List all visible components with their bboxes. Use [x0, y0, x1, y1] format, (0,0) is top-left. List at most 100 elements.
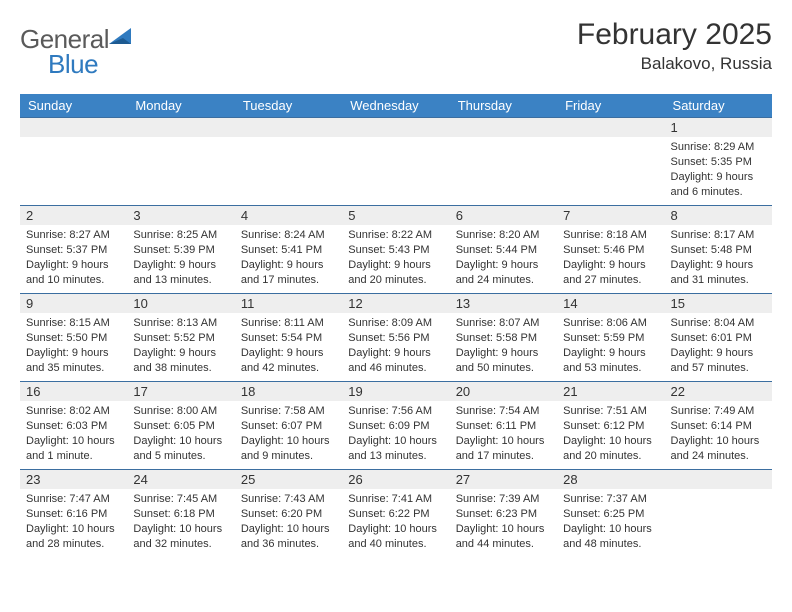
weekday-header: Friday: [557, 94, 664, 118]
sunset-text: Sunset: 5:54 PM: [241, 331, 336, 346]
sunset-text: Sunset: 6:03 PM: [26, 419, 121, 434]
calendar-day-cell: [235, 118, 342, 206]
calendar-day-cell: 2Sunrise: 8:27 AMSunset: 5:37 PMDaylight…: [20, 206, 127, 294]
calendar-day-cell: 20Sunrise: 7:54 AMSunset: 6:11 PMDayligh…: [450, 382, 557, 470]
daylight-text: Daylight: 9 hours and 17 minutes.: [241, 258, 336, 288]
brand-part2: Blue: [48, 49, 98, 79]
sunrise-text: Sunrise: 8:07 AM: [456, 316, 551, 331]
day-number: 1: [665, 118, 772, 137]
calendar-day-cell: 5Sunrise: 8:22 AMSunset: 5:43 PMDaylight…: [342, 206, 449, 294]
day-details: Sunrise: 8:04 AMSunset: 6:01 PMDaylight:…: [665, 313, 772, 379]
day-number: 18: [235, 382, 342, 401]
calendar-week-row: 1Sunrise: 8:29 AMSunset: 5:35 PMDaylight…: [20, 118, 772, 206]
sunrise-text: Sunrise: 7:56 AM: [348, 404, 443, 419]
sunset-text: Sunset: 6:18 PM: [133, 507, 228, 522]
daylight-text: Daylight: 9 hours and 10 minutes.: [26, 258, 121, 288]
weekday-header: Saturday: [665, 94, 772, 118]
day-number: [235, 118, 342, 137]
daylight-text: Daylight: 10 hours and 48 minutes.: [563, 522, 658, 552]
day-number: 13: [450, 294, 557, 313]
daylight-text: Daylight: 9 hours and 42 minutes.: [241, 346, 336, 376]
sunrise-text: Sunrise: 7:51 AM: [563, 404, 658, 419]
day-number: 4: [235, 206, 342, 225]
sunrise-text: Sunrise: 8:04 AM: [671, 316, 766, 331]
day-details: Sunrise: 7:39 AMSunset: 6:23 PMDaylight:…: [450, 489, 557, 555]
sunrise-text: Sunrise: 8:13 AM: [133, 316, 228, 331]
sunset-text: Sunset: 6:11 PM: [456, 419, 551, 434]
calendar-day-cell: 4Sunrise: 8:24 AMSunset: 5:41 PMDaylight…: [235, 206, 342, 294]
daylight-text: Daylight: 9 hours and 38 minutes.: [133, 346, 228, 376]
daylight-text: Daylight: 10 hours and 40 minutes.: [348, 522, 443, 552]
day-number: 11: [235, 294, 342, 313]
daylight-text: Daylight: 9 hours and 57 minutes.: [671, 346, 766, 376]
daylight-text: Daylight: 10 hours and 44 minutes.: [456, 522, 551, 552]
day-number: 5: [342, 206, 449, 225]
day-details: Sunrise: 8:22 AMSunset: 5:43 PMDaylight:…: [342, 225, 449, 291]
day-details: Sunrise: 7:43 AMSunset: 6:20 PMDaylight:…: [235, 489, 342, 555]
calendar-day-cell: [450, 118, 557, 206]
day-details: Sunrise: 8:25 AMSunset: 5:39 PMDaylight:…: [127, 225, 234, 291]
weekday-header: Wednesday: [342, 94, 449, 118]
weekday-header: Sunday: [20, 94, 127, 118]
daylight-text: Daylight: 10 hours and 28 minutes.: [26, 522, 121, 552]
brand-triangle-icon: [109, 22, 135, 53]
calendar-day-cell: 14Sunrise: 8:06 AMSunset: 5:59 PMDayligh…: [557, 294, 664, 382]
sunrise-text: Sunrise: 8:09 AM: [348, 316, 443, 331]
sunset-text: Sunset: 6:14 PM: [671, 419, 766, 434]
day-details: Sunrise: 7:37 AMSunset: 6:25 PMDaylight:…: [557, 489, 664, 555]
sunset-text: Sunset: 5:50 PM: [26, 331, 121, 346]
calendar-day-cell: 3Sunrise: 8:25 AMSunset: 5:39 PMDaylight…: [127, 206, 234, 294]
day-details: Sunrise: 8:20 AMSunset: 5:44 PMDaylight:…: [450, 225, 557, 291]
daylight-text: Daylight: 9 hours and 50 minutes.: [456, 346, 551, 376]
daylight-text: Daylight: 10 hours and 32 minutes.: [133, 522, 228, 552]
calendar-day-cell: 22Sunrise: 7:49 AMSunset: 6:14 PMDayligh…: [665, 382, 772, 470]
day-details: Sunrise: 7:49 AMSunset: 6:14 PMDaylight:…: [665, 401, 772, 467]
calendar-week-row: 9Sunrise: 8:15 AMSunset: 5:50 PMDaylight…: [20, 294, 772, 382]
day-details: Sunrise: 8:29 AMSunset: 5:35 PMDaylight:…: [665, 137, 772, 203]
sunrise-text: Sunrise: 8:27 AM: [26, 228, 121, 243]
calendar-week-row: 2Sunrise: 8:27 AMSunset: 5:37 PMDaylight…: [20, 206, 772, 294]
daylight-text: Daylight: 9 hours and 13 minutes.: [133, 258, 228, 288]
day-details: Sunrise: 8:11 AMSunset: 5:54 PMDaylight:…: [235, 313, 342, 379]
day-number: [665, 470, 772, 489]
day-number: 14: [557, 294, 664, 313]
day-number: 19: [342, 382, 449, 401]
sunset-text: Sunset: 5:43 PM: [348, 243, 443, 258]
sunset-text: Sunset: 5:46 PM: [563, 243, 658, 258]
daylight-text: Daylight: 9 hours and 46 minutes.: [348, 346, 443, 376]
sunrise-text: Sunrise: 8:25 AM: [133, 228, 228, 243]
day-details: Sunrise: 7:51 AMSunset: 6:12 PMDaylight:…: [557, 401, 664, 467]
sunset-text: Sunset: 6:22 PM: [348, 507, 443, 522]
calendar-page: General Blue February 2025 Balakovo, Rus…: [0, 0, 792, 568]
daylight-text: Daylight: 9 hours and 27 minutes.: [563, 258, 658, 288]
daylight-text: Daylight: 9 hours and 53 minutes.: [563, 346, 658, 376]
calendar-day-cell: 25Sunrise: 7:43 AMSunset: 6:20 PMDayligh…: [235, 470, 342, 558]
day-number: [20, 118, 127, 137]
daylight-text: Daylight: 10 hours and 1 minute.: [26, 434, 121, 464]
sunrise-text: Sunrise: 8:24 AM: [241, 228, 336, 243]
day-details: Sunrise: 8:27 AMSunset: 5:37 PMDaylight:…: [20, 225, 127, 291]
day-details: Sunrise: 8:13 AMSunset: 5:52 PMDaylight:…: [127, 313, 234, 379]
calendar-day-cell: 19Sunrise: 7:56 AMSunset: 6:09 PMDayligh…: [342, 382, 449, 470]
day-number: 25: [235, 470, 342, 489]
sunrise-text: Sunrise: 8:00 AM: [133, 404, 228, 419]
weekday-header: Tuesday: [235, 94, 342, 118]
calendar-table: Sunday Monday Tuesday Wednesday Thursday…: [20, 94, 772, 558]
day-number: 20: [450, 382, 557, 401]
daylight-text: Daylight: 9 hours and 24 minutes.: [456, 258, 551, 288]
sunrise-text: Sunrise: 8:06 AM: [563, 316, 658, 331]
calendar-day-cell: 23Sunrise: 7:47 AMSunset: 6:16 PMDayligh…: [20, 470, 127, 558]
calendar-day-cell: 13Sunrise: 8:07 AMSunset: 5:58 PMDayligh…: [450, 294, 557, 382]
day-number: 27: [450, 470, 557, 489]
sunset-text: Sunset: 6:20 PM: [241, 507, 336, 522]
calendar-week-row: 23Sunrise: 7:47 AMSunset: 6:16 PMDayligh…: [20, 470, 772, 558]
day-number: 26: [342, 470, 449, 489]
day-number: 23: [20, 470, 127, 489]
sunset-text: Sunset: 6:07 PM: [241, 419, 336, 434]
calendar-day-cell: 7Sunrise: 8:18 AMSunset: 5:46 PMDaylight…: [557, 206, 664, 294]
calendar-header-row: Sunday Monday Tuesday Wednesday Thursday…: [20, 94, 772, 118]
sunset-text: Sunset: 6:12 PM: [563, 419, 658, 434]
calendar-day-cell: 17Sunrise: 8:00 AMSunset: 6:05 PMDayligh…: [127, 382, 234, 470]
day-details: Sunrise: 8:15 AMSunset: 5:50 PMDaylight:…: [20, 313, 127, 379]
day-details: Sunrise: 7:54 AMSunset: 6:11 PMDaylight:…: [450, 401, 557, 467]
